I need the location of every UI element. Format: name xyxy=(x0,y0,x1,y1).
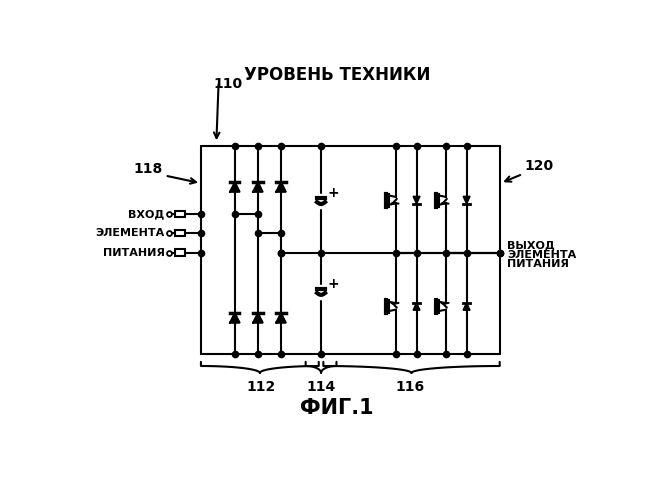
Polygon shape xyxy=(230,314,240,322)
Polygon shape xyxy=(463,302,470,310)
Bar xyxy=(175,230,185,236)
Text: ЭЛЕМЕНТА: ЭЛЕМЕНТА xyxy=(95,228,164,238)
Polygon shape xyxy=(413,302,420,310)
Text: 120: 120 xyxy=(524,160,553,173)
Polygon shape xyxy=(253,314,263,322)
Text: ВХОД: ВХОД xyxy=(128,209,164,219)
Text: 110: 110 xyxy=(213,77,242,91)
Text: 116: 116 xyxy=(396,380,425,394)
Text: +: + xyxy=(328,277,340,291)
Text: ПИТАНИЯ: ПИТАНИЯ xyxy=(103,248,164,258)
Polygon shape xyxy=(276,314,286,322)
Polygon shape xyxy=(253,182,263,192)
Text: 118: 118 xyxy=(133,162,163,176)
Text: ФИГ.1: ФИГ.1 xyxy=(301,398,374,418)
Polygon shape xyxy=(276,182,286,192)
Text: +: + xyxy=(328,186,340,200)
Text: 114: 114 xyxy=(307,380,336,394)
Polygon shape xyxy=(230,182,240,192)
Text: ПИТАНИЯ: ПИТАНИЯ xyxy=(507,259,569,269)
Bar xyxy=(175,250,185,256)
Text: 112: 112 xyxy=(246,380,276,394)
Polygon shape xyxy=(463,196,470,204)
Bar xyxy=(175,211,185,217)
Text: ЭЛЕМЕНТА: ЭЛЕМЕНТА xyxy=(507,250,576,260)
Text: УРОВЕНЬ ТЕХНИКИ: УРОВЕНЬ ТЕХНИКИ xyxy=(244,66,430,84)
Polygon shape xyxy=(413,196,420,204)
Text: ВЫХОД: ВЫХОД xyxy=(507,240,555,250)
